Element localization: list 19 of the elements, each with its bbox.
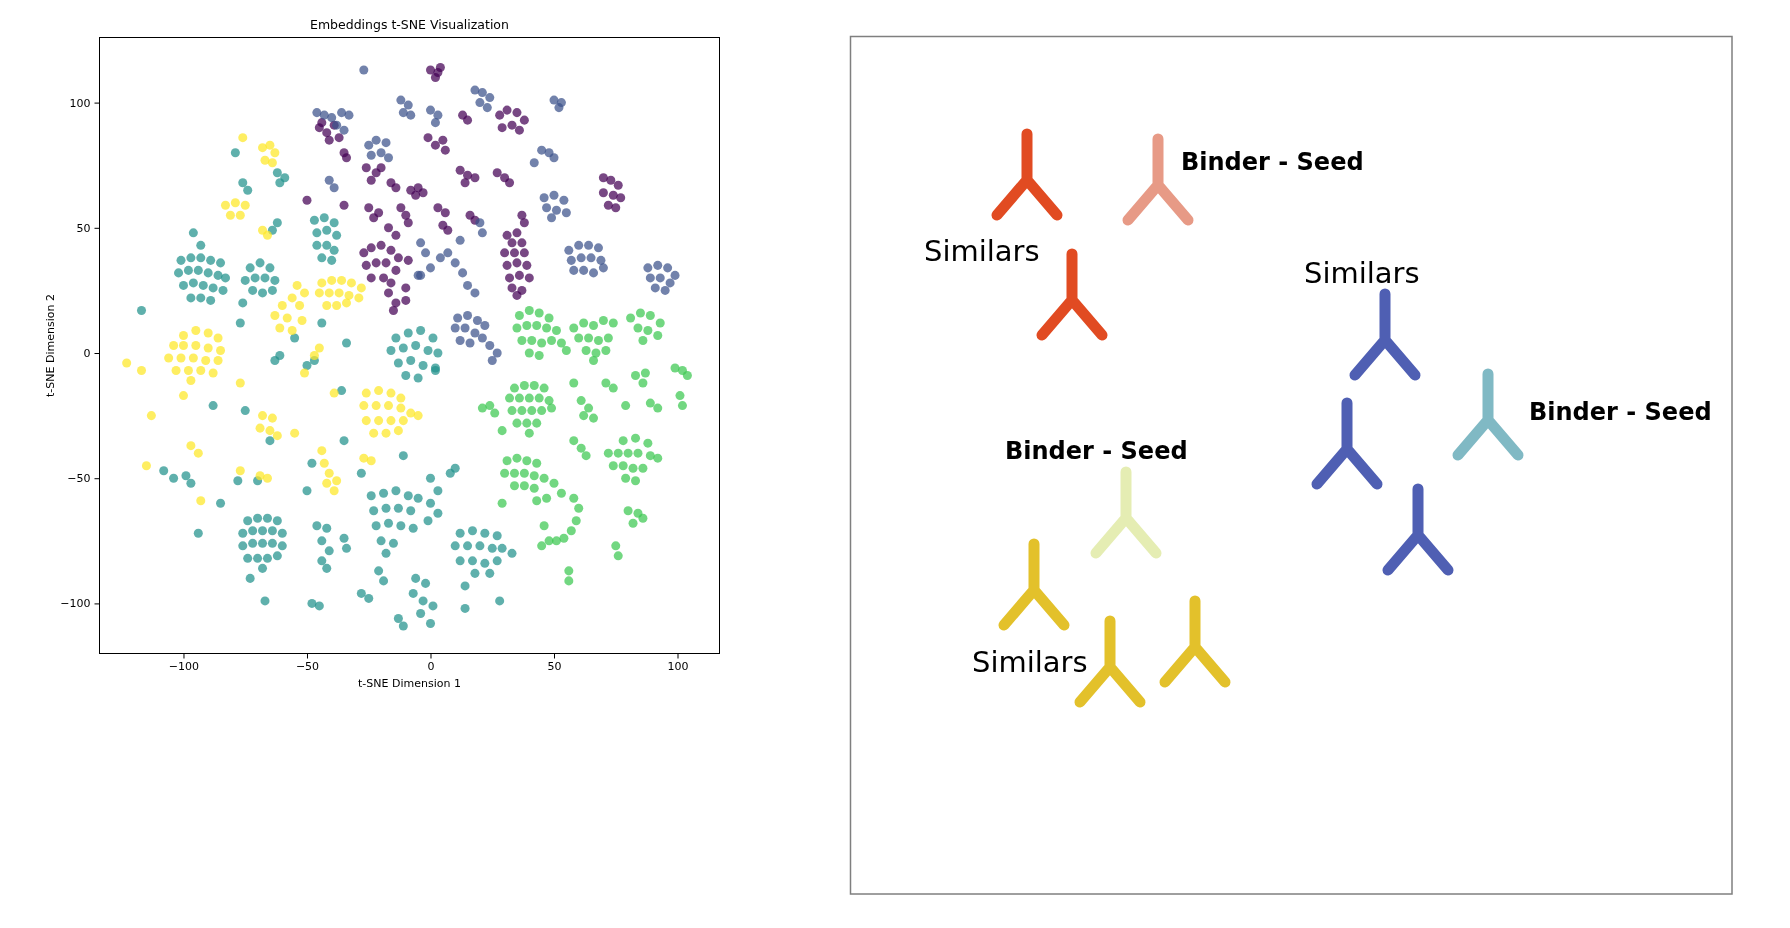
x-tick-label: 100: [667, 660, 689, 674]
x-tick-label: 50: [547, 660, 562, 674]
y-tick-label: −50: [67, 472, 91, 486]
y-tick-label: 100: [69, 96, 91, 110]
x-axis-title: t-SNE Dimension 1: [358, 676, 461, 690]
text: Binder - Seed: [1005, 436, 1188, 465]
text: Binder - Seed: [1529, 397, 1712, 426]
text: Similars: [1304, 256, 1420, 291]
x-tick-label: −100: [168, 660, 200, 674]
y-tick-label: 50: [76, 221, 91, 235]
text: Similars: [972, 645, 1088, 680]
text: Binder - Seed: [1181, 147, 1364, 176]
text: Similars: [924, 234, 1040, 269]
chart-title: Embeddings t-SNE Visualization: [310, 16, 509, 32]
x-tick-label: 0: [427, 660, 435, 674]
x-tick-label: −50: [295, 660, 320, 674]
y-tick-label: −100: [60, 597, 91, 611]
y-axis-title: t-SNE Dimension 2: [43, 294, 57, 397]
y-tick-label: 0: [83, 347, 91, 361]
